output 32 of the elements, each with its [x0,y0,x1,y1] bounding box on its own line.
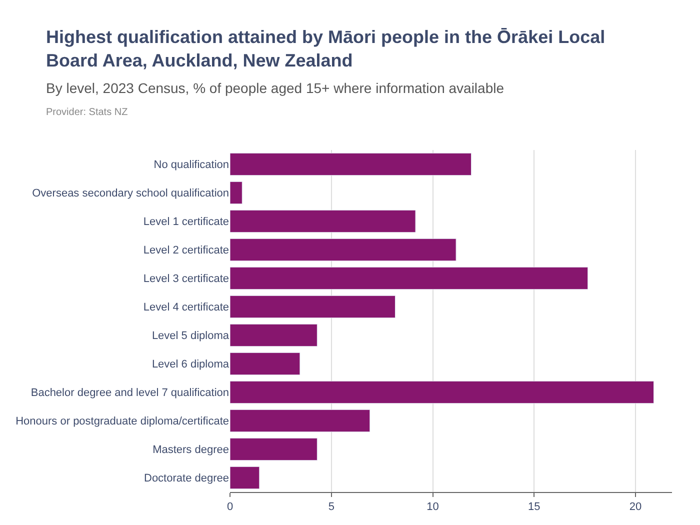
bar [230,324,318,347]
x-tick-label: 20 [629,501,642,514]
y-tick-label: Overseas secondary school qualification [32,188,229,200]
bar [230,380,654,404]
x-tick-label: 10 [426,501,439,514]
bar [230,409,370,432]
y-tick-label: Level 6 diploma [152,358,230,371]
x-tick-label: 15 [528,501,540,514]
chart-title: Highest qualification attained by Māori people in the Ōrākei Local Board Area, Auckland, New Zealand [46,27,606,70]
y-tick-label: Masters degree [152,444,229,456]
y-tick-label: Doctorate degree [144,472,229,485]
y-tick-label: Honours or postgraduate diploma/certificate [16,416,229,428]
bar [230,466,260,490]
y-tick-label: Level 5 diploma [152,330,230,342]
bar [230,210,416,233]
y-tick-label: Level 3 certificate [143,273,229,286]
chart-subtitle: By level, 2023 Census, % of people aged 15+ where information available [46,80,504,96]
y-tick-label: Bachelor degree and level 7 qualification [30,387,229,400]
x-tick-label: 0 [226,501,234,514]
bar [230,295,396,318]
y-tick-label: No qualification [154,159,229,172]
bar [230,152,472,176]
bar [230,438,318,461]
x-tick-label: 5 [328,501,334,514]
y-tick-label: Level 4 certificate [143,302,229,314]
text: Provider: Stats NZ [46,107,128,118]
bar [230,266,588,290]
y-tick-label: Level 2 certificate [143,244,229,257]
bar [230,352,300,376]
bar [230,181,242,204]
bar [230,238,456,262]
y-tick-label: Level 1 certificate [143,216,229,228]
